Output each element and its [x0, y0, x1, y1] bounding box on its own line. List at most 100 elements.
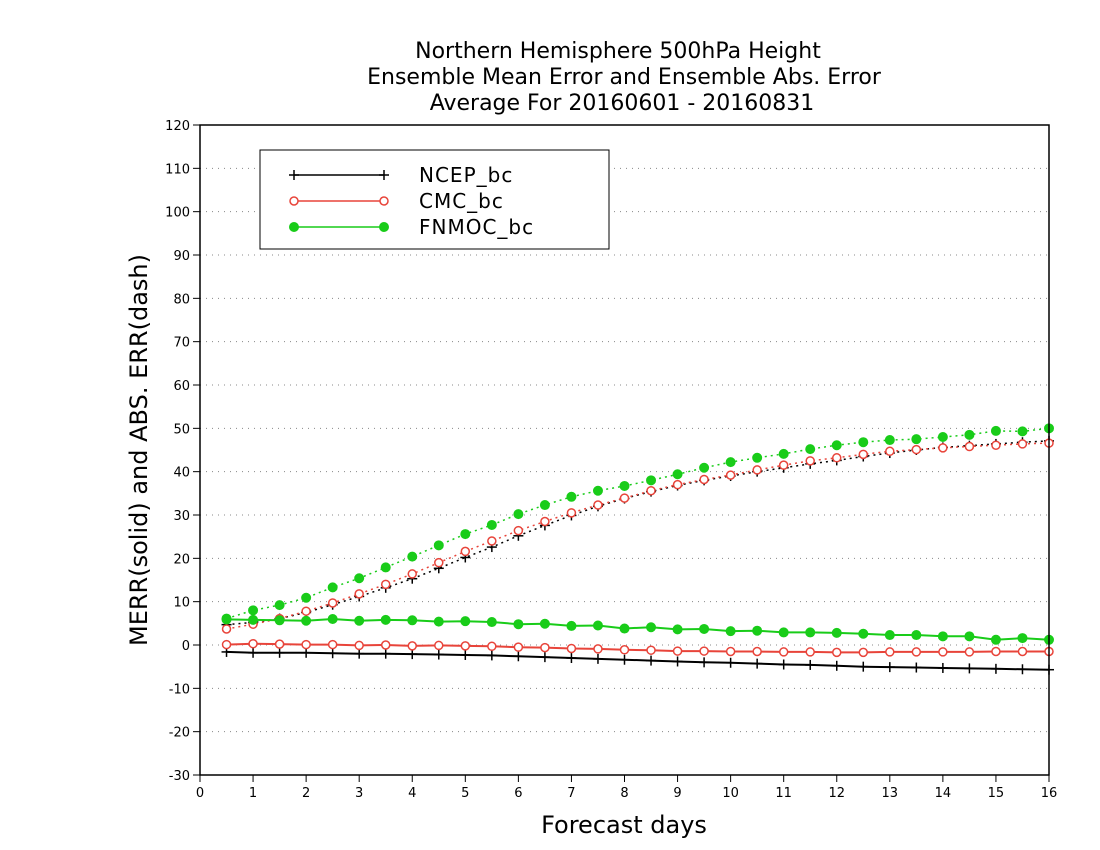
y-axis: -30 -20 -10 0 10 20 30 40 50 60 70 80 90 100 110 120 — [165, 119, 200, 784]
data-point — [990, 425, 1001, 436]
data-point — [540, 516, 550, 527]
data-point — [1017, 646, 1028, 657]
title-line-1: Northern Hemisphere 500hPa Height — [415, 39, 821, 64]
data-point — [805, 627, 816, 638]
y-tick-label: -10 — [169, 682, 190, 697]
data-point — [964, 647, 975, 657]
data-point — [938, 443, 948, 453]
data-point — [487, 641, 497, 652]
data-point — [805, 647, 815, 657]
data-point — [301, 615, 312, 626]
data-point — [805, 659, 816, 670]
data-point — [911, 444, 922, 455]
data-point — [725, 626, 736, 637]
data-point — [937, 432, 948, 442]
y-tick-label: 0 — [182, 639, 190, 654]
chart-title: Northern Hemisphere 500hPa Height Ensemb… — [367, 39, 882, 116]
data-point — [327, 639, 338, 650]
data-point — [699, 623, 710, 634]
data-point — [672, 646, 683, 656]
series-FNMOC_bc — [221, 423, 1054, 645]
x-tick-label: 8 — [620, 786, 628, 801]
data-point — [937, 631, 948, 642]
series-CMC_bc — [221, 438, 1054, 658]
y-tick-label: 70 — [173, 336, 190, 351]
data-point — [672, 469, 683, 480]
data-point — [725, 470, 736, 480]
data-point — [884, 630, 895, 641]
y-tick-label: 20 — [173, 552, 190, 567]
data-point — [884, 435, 895, 446]
data-point — [752, 465, 762, 475]
x-tick-label: 9 — [673, 786, 681, 801]
data-point — [433, 649, 444, 660]
data-point — [301, 647, 312, 658]
data-point — [672, 479, 683, 490]
data-point — [379, 196, 389, 206]
data-point — [486, 519, 497, 530]
data-point — [752, 625, 763, 636]
title-line-3: Average For 20160601 - 20160831 — [430, 91, 815, 116]
data-point — [460, 546, 471, 557]
data-point — [725, 657, 736, 668]
legend-label: NCEP_bc — [419, 163, 513, 187]
data-point — [646, 475, 657, 486]
data-point — [593, 644, 603, 654]
data-point — [885, 647, 895, 657]
data-point — [433, 540, 444, 551]
data-point — [566, 643, 577, 654]
data-point — [619, 645, 630, 655]
data-point — [327, 598, 338, 608]
data-point — [354, 640, 364, 651]
x-axis: 0 1 2 3 4 5 6 7 8 9 10 11 12 13 14 15 16 — [196, 775, 1057, 801]
data-point — [487, 536, 497, 546]
data-point — [778, 460, 789, 470]
data-point — [964, 441, 975, 452]
data-point — [380, 562, 391, 573]
data-point — [566, 620, 577, 631]
data-point — [1017, 439, 1028, 449]
data-point — [831, 627, 842, 638]
data-point — [725, 457, 736, 468]
data-point — [407, 569, 417, 579]
data-point — [486, 650, 497, 661]
data-point — [911, 630, 922, 641]
data-point — [434, 557, 444, 568]
data-point — [407, 649, 418, 660]
data-point — [831, 440, 842, 451]
legend-entry-CMC_bc: CMC_bc — [289, 189, 503, 213]
data-point — [964, 663, 975, 674]
data-point — [778, 448, 789, 459]
x-tick-label: 1 — [249, 786, 257, 801]
data-point — [592, 653, 603, 664]
data-point — [990, 634, 1001, 645]
data-point — [289, 170, 299, 180]
y-tick-label: 10 — [173, 596, 190, 611]
data-point — [433, 616, 444, 627]
data-point — [964, 631, 975, 642]
data-point — [646, 622, 657, 633]
data-point — [407, 551, 418, 562]
data-point — [513, 651, 524, 662]
y-tick-label: 80 — [173, 292, 190, 307]
y-tick-label: 60 — [173, 379, 190, 394]
data-point — [831, 660, 842, 671]
data-point — [937, 662, 948, 673]
data-point — [566, 491, 577, 502]
data-point — [221, 639, 232, 650]
x-tick-label: 0 — [196, 786, 204, 801]
data-point — [513, 509, 524, 520]
title-line-2: Ensemble Mean Error and Ensemble Abs. Er… — [367, 65, 882, 90]
x-tick-label: 13 — [882, 786, 899, 801]
data-point — [619, 493, 630, 503]
data-point — [274, 615, 285, 626]
y-tick-label: 50 — [173, 422, 190, 437]
data-point — [752, 646, 762, 657]
data-point — [699, 657, 710, 668]
data-point — [274, 639, 285, 649]
x-tick-label: 7 — [567, 786, 575, 801]
y-axis-label: MERR(solid) and ABS. ERR(dash) — [125, 254, 153, 646]
data-point — [380, 640, 391, 650]
